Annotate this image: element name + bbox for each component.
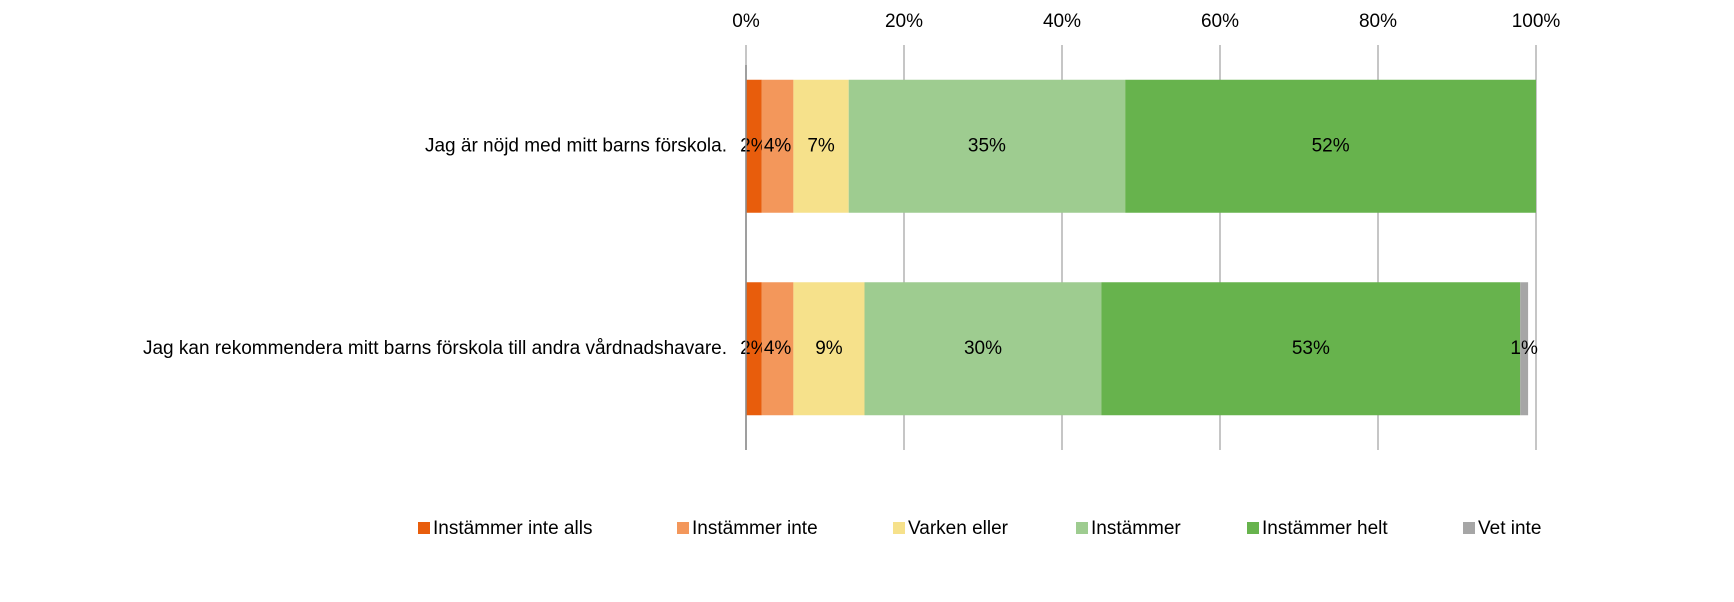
bar-segment: [761, 282, 794, 416]
data-label: 52%: [1312, 135, 1350, 156]
bar-segment: [1101, 282, 1521, 416]
data-label: 9%: [815, 338, 843, 359]
bar-segment: [746, 282, 762, 416]
data-label: 2%: [740, 135, 768, 156]
x-tick-label: 80%: [1359, 11, 1397, 32]
bar-segment: [1520, 282, 1529, 416]
legend-swatch: [1463, 522, 1475, 534]
legend-swatch: [1076, 522, 1088, 534]
x-tick-label: 60%: [1201, 11, 1239, 32]
bar-segment: [793, 79, 849, 213]
legend-swatch: [1247, 522, 1259, 534]
bar-segment: [1125, 79, 1536, 213]
bar-segment: [746, 79, 762, 213]
data-label: 7%: [807, 135, 835, 156]
legend-label: Instämmer inte alls: [433, 518, 592, 539]
y-tick-label: Jag är nöjd med mitt barns förskola.: [425, 135, 727, 156]
legend-swatch: [418, 522, 430, 534]
legend-swatch: [677, 522, 689, 534]
x-tick-label: 0%: [732, 11, 760, 32]
legend-label: Varken eller: [908, 518, 1009, 539]
x-tick-label: 40%: [1043, 11, 1081, 32]
legend-swatch: [893, 522, 905, 534]
y-tick-label: Jag kan rekommendera mitt barns förskola…: [143, 338, 727, 359]
legend-label: Instämmer helt: [1262, 518, 1388, 539]
data-label: 30%: [964, 338, 1002, 359]
bar-segment: [848, 79, 1126, 213]
data-label: 35%: [968, 135, 1006, 156]
data-label: 1%: [1510, 338, 1538, 359]
bar-segment: [864, 282, 1102, 416]
bar-segment: [793, 282, 865, 416]
legend-label: Instämmer: [1091, 518, 1181, 539]
x-tick-label: 100%: [1512, 11, 1561, 32]
bar-segment: [761, 79, 794, 213]
data-label: 4%: [764, 135, 792, 156]
legend-label: Instämmer inte: [692, 518, 818, 539]
data-label: 2%: [740, 338, 768, 359]
data-label: 53%: [1292, 338, 1330, 359]
x-tick-label: 20%: [885, 11, 923, 32]
data-label: 4%: [764, 338, 792, 359]
legend-label: Vet inte: [1478, 518, 1541, 539]
